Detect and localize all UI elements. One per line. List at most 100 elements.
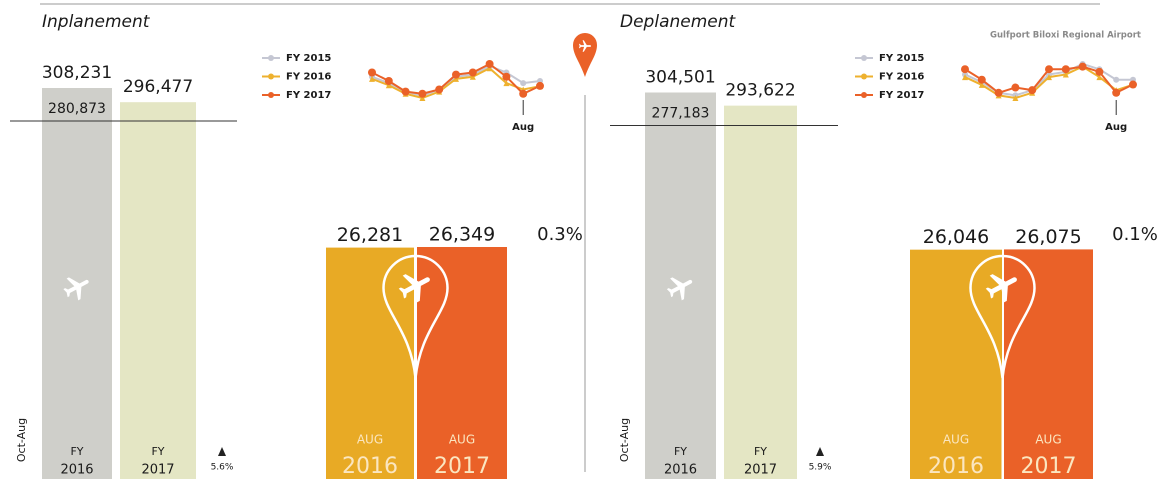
legend-label: FY 2015 — [879, 53, 924, 64]
ytd-value-label: 308,231 — [42, 63, 112, 83]
pin-outline — [969, 254, 1036, 379]
trend-point — [961, 65, 969, 74]
panel-title: Deplanement — [620, 12, 737, 32]
ytd-bar — [724, 105, 797, 479]
trend-point — [452, 70, 460, 79]
legend-dot — [861, 73, 867, 80]
trend-point — [1112, 88, 1121, 97]
aug-month-label: AUG — [357, 433, 383, 447]
trend-point — [1028, 86, 1037, 95]
aug-value-label: 26,349 — [429, 224, 495, 246]
legend-dot — [268, 73, 274, 80]
up-arrow — [218, 447, 226, 456]
plane-icon — [666, 277, 693, 301]
trend-point — [962, 74, 968, 81]
trend-point — [502, 72, 511, 81]
trend-point — [401, 87, 410, 96]
end-label: Aug — [1105, 122, 1127, 133]
legend-dot — [861, 92, 867, 98]
ytd-change: 5.6% — [211, 463, 234, 473]
trend-point — [468, 68, 477, 77]
trend-point — [1012, 95, 1019, 101]
airport-name: Gulfport Biloxi Regional Airport — [990, 31, 1141, 41]
panel-title: Inplanement — [42, 12, 151, 32]
aug-value-label: 26,281 — [337, 224, 403, 246]
legend-label: FY 2016 — [286, 72, 331, 83]
legend-dot — [268, 55, 274, 61]
ytd-fy-label: FY — [754, 445, 767, 458]
trend-point — [369, 75, 375, 82]
center-pin — [573, 33, 597, 77]
trend-point — [1078, 62, 1087, 71]
end-label: Aug — [512, 122, 534, 133]
trend-point — [435, 85, 444, 94]
trend-point — [453, 75, 459, 82]
trend-point — [486, 65, 493, 72]
ytd-year-label: 2016 — [664, 463, 697, 478]
reference-label: 277,183 — [652, 105, 710, 121]
trend-point — [419, 95, 426, 101]
legend-label: FY 2017 — [879, 90, 924, 101]
period-label: Oct-Aug — [15, 418, 28, 462]
ytd-bar — [120, 102, 196, 479]
legend-label: FY 2015 — [286, 53, 331, 64]
ytd-value-label: 296,477 — [123, 77, 193, 97]
trend-point — [1096, 74, 1103, 81]
trend-point — [520, 80, 527, 87]
legend-label: FY 2016 — [879, 72, 924, 83]
aug-year-label: 2016 — [342, 454, 398, 479]
trend-point — [1129, 80, 1137, 89]
ytd-change: 5.9% — [809, 463, 832, 473]
ytd-fy-label: FY — [151, 445, 164, 458]
legend-dot — [268, 92, 274, 98]
ytd-value-label: 304,501 — [645, 68, 715, 88]
plane-icon — [985, 274, 1017, 303]
trend-point — [994, 88, 1003, 97]
trend-point — [978, 81, 985, 88]
aug-year-label: 2017 — [434, 454, 490, 479]
trend-point — [384, 77, 393, 85]
aug-change: 0.1% — [1112, 224, 1158, 245]
ytd-fy-label: FY — [70, 445, 83, 458]
ytd-fy-label: FY — [674, 445, 687, 458]
trend-point — [469, 73, 476, 80]
trend-point — [1045, 65, 1053, 74]
legend-dot — [861, 55, 867, 61]
trend-point — [418, 89, 427, 98]
trend-point — [1062, 71, 1069, 78]
legend-label: FY 2017 — [286, 90, 331, 101]
trend-point — [1095, 67, 1104, 76]
aug-value-label: 26,075 — [1015, 226, 1081, 248]
trend-point — [368, 68, 376, 77]
aug-month-label: AUG — [1035, 433, 1061, 447]
center-plane-icon — [578, 40, 592, 52]
ytd-year-label: 2017 — [141, 463, 174, 478]
up-arrow — [816, 447, 824, 456]
reference-label: 280,873 — [48, 101, 106, 117]
plane-icon — [398, 274, 430, 303]
pin-outline — [382, 254, 449, 379]
trend-point — [519, 89, 528, 98]
trend-point — [536, 81, 544, 90]
aug-bar — [417, 247, 507, 479]
aug-bar — [1004, 249, 1093, 479]
aug-bar — [910, 249, 1002, 479]
ytd-year-label: 2017 — [744, 463, 777, 478]
trend-point — [1011, 83, 1020, 92]
ytd-year-label: 2016 — [60, 463, 93, 478]
trend-point — [1046, 74, 1052, 81]
aug-change: 0.3% — [537, 224, 583, 245]
trend-point — [977, 75, 986, 84]
aug-month-label: AUG — [449, 433, 475, 447]
period-label: Oct-Aug — [618, 418, 631, 462]
aug-year-label: 2016 — [928, 454, 984, 479]
aug-bar — [326, 247, 414, 479]
plane-icon — [63, 277, 89, 301]
trend-point — [1061, 65, 1070, 74]
aug-year-label: 2017 — [1021, 454, 1077, 479]
trend-point — [385, 82, 392, 89]
aug-month-label: AUG — [943, 433, 969, 447]
trend-point — [503, 80, 510, 87]
